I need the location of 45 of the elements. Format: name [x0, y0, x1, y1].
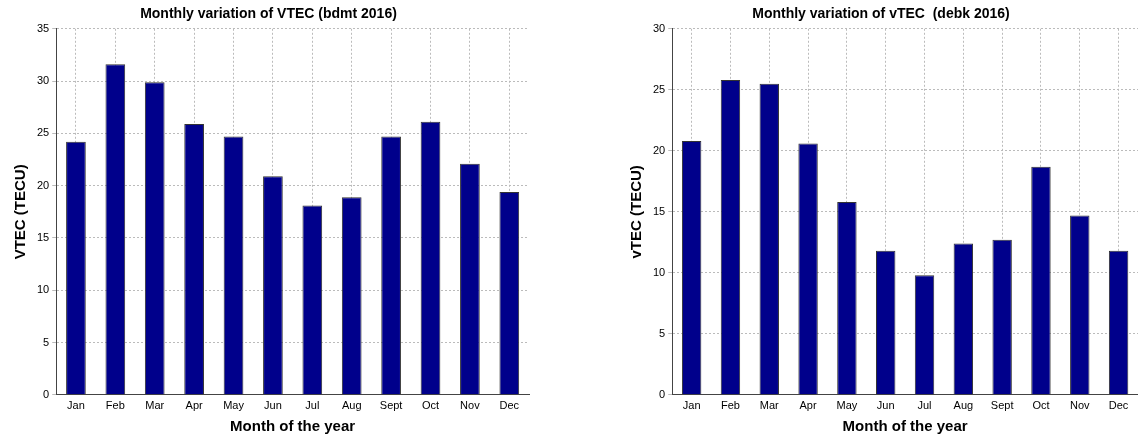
x-tick-label: Oct [1032, 399, 1050, 412]
y-tick-label: 10 [652, 265, 666, 278]
y-tick-label: 25 [36, 126, 50, 139]
x-tick-label: Jun [876, 399, 895, 412]
y-tick-label: 0 [43, 387, 50, 400]
y-axis-title: VTEC (TECU) [11, 164, 29, 260]
chart-title: Monthly variation of VTEC (bdmt 2016) [140, 5, 397, 22]
y-tick-label: 15 [652, 204, 666, 217]
y-axis-title: vTEC (TECU) [627, 165, 645, 259]
x-tick-label: Oct [421, 399, 440, 412]
x-tick-label: Jul [305, 399, 320, 412]
y-tick-label: 30 [36, 74, 50, 87]
x-axis-title: Month of the year [230, 417, 356, 435]
y-tick-label: 35 [36, 21, 50, 34]
y-tick-label: 10 [36, 283, 50, 296]
x-tick-label: Mar [759, 399, 780, 412]
x-tick-label: Sept [990, 399, 1014, 412]
x-tick-label: Aug [953, 399, 974, 412]
x-tick-label: Aug [341, 399, 362, 412]
y-tick-label: 20 [652, 143, 666, 156]
y-tick-label: 20 [36, 178, 50, 191]
x-tick-label: Feb [105, 399, 125, 412]
x-tick-label: Jul [917, 399, 932, 412]
x-tick-label: Dec [1108, 399, 1129, 412]
y-tick-label: 30 [652, 21, 666, 34]
x-tick-label: Jan [682, 399, 701, 412]
x-tick-label: Jan [67, 399, 85, 412]
chart-title: Monthly variation of vTEC (debk 2016) [752, 5, 1010, 22]
x-tick-label: Mar [145, 399, 165, 412]
y-tick-label: 5 [43, 335, 50, 348]
x-tick-label: Sept [379, 399, 403, 412]
x-tick-label: May [223, 399, 245, 412]
x-tick-label: Nov [1070, 399, 1091, 412]
x-tick-label: Apr [185, 399, 204, 412]
x-tick-label: May [836, 399, 858, 412]
y-tick-label: 0 [659, 387, 666, 400]
x-tick-label: Dec [499, 399, 520, 412]
x-tick-label: Feb [720, 399, 740, 412]
x-tick-label: Jun [264, 399, 282, 412]
x-tick-label: Nov [460, 399, 481, 412]
x-tick-label: Apr [799, 399, 817, 412]
x-axis-title: Month of the year [842, 417, 968, 435]
y-tick-label: 25 [652, 82, 666, 95]
y-tick-label: 5 [659, 326, 666, 339]
y-tick-label: 15 [36, 230, 50, 243]
